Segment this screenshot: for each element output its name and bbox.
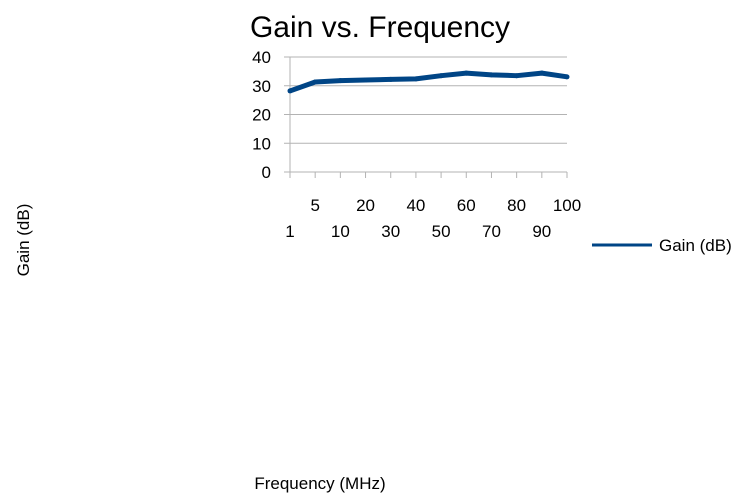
gridlines <box>290 56 567 144</box>
data-point <box>388 76 394 82</box>
data-point <box>488 72 494 78</box>
x-tick-label: 100 <box>553 196 581 215</box>
legend-label: Gain (dB) <box>659 236 732 255</box>
data-point <box>564 74 570 80</box>
y-tick-label: 10 <box>252 134 271 153</box>
x-tick-label: 90 <box>532 222 551 241</box>
legend: Gain (dB) <box>592 236 732 255</box>
x-axis-title: Frequency (MHz) <box>254 474 385 493</box>
x-tick-label: 10 <box>331 222 350 241</box>
x-tick-label: 1 <box>285 222 294 241</box>
data-point <box>463 70 469 76</box>
y-tick-label: 30 <box>252 77 271 96</box>
data-point <box>363 77 369 83</box>
y-tick-label: 40 <box>252 48 271 67</box>
data-point <box>413 76 419 82</box>
data-point <box>337 78 343 84</box>
data-point <box>312 79 318 85</box>
y-axis-title: Gain (dB) <box>14 204 33 277</box>
x-tick-label: 20 <box>356 196 375 215</box>
y-tick-label: 20 <box>252 106 271 125</box>
x-tick-label: 30 <box>381 222 400 241</box>
y-tick-label: 0 <box>262 163 271 182</box>
x-tick-label: 70 <box>482 222 501 241</box>
data-point <box>514 73 520 79</box>
x-tick-label: 5 <box>310 196 319 215</box>
x-tick-label: 80 <box>507 196 526 215</box>
x-tick-label: 50 <box>432 222 451 241</box>
series-layer <box>287 70 570 94</box>
y-tick-labels: 0 10 20 30 40 <box>252 48 290 182</box>
x-tick-label: 60 <box>457 196 476 215</box>
data-point <box>539 70 545 76</box>
x-tick-label: 40 <box>406 196 425 215</box>
chart-title: Gain vs. Frequency <box>250 11 510 44</box>
data-point <box>438 73 444 79</box>
data-point <box>287 88 293 94</box>
series-line-0 <box>289 70 568 94</box>
